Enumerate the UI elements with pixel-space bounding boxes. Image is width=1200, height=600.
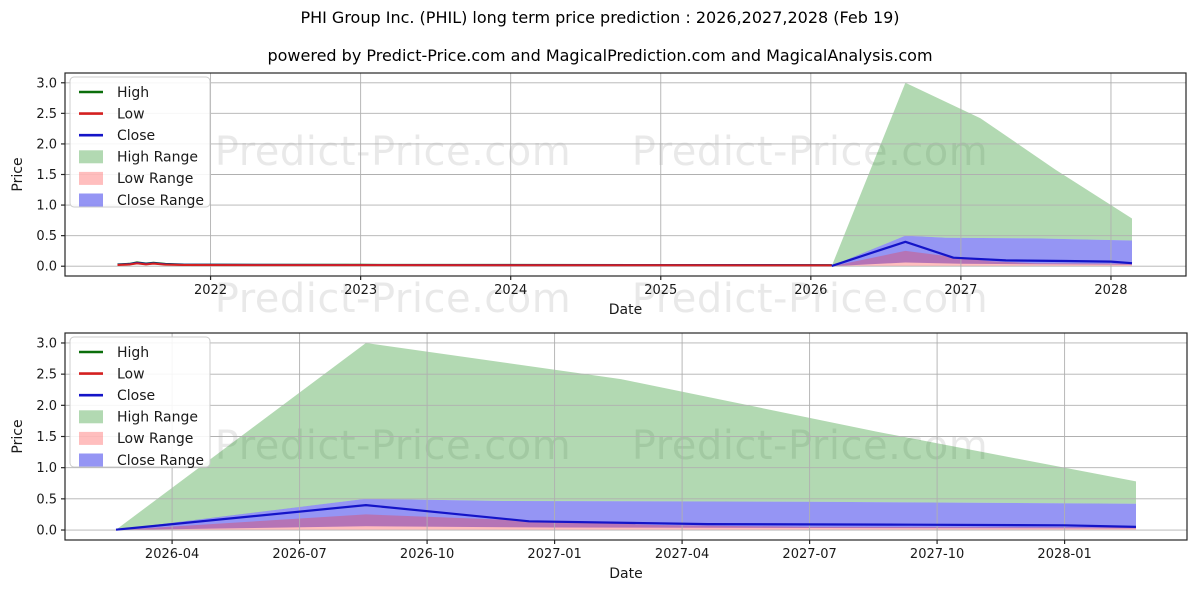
y-tick-label: 2.5 bbox=[36, 368, 57, 383]
legend-label: Low Range bbox=[117, 171, 193, 187]
x-tick-label: 2028 bbox=[1094, 283, 1127, 298]
band-low-range bbox=[116, 514, 1136, 530]
y-tick-label: 3.0 bbox=[36, 76, 57, 91]
y-tick-label: 1.5 bbox=[36, 430, 57, 445]
prediction-close-line bbox=[115, 504, 1137, 531]
prediction-close-line bbox=[831, 240, 1133, 267]
y-axis-label: Price bbox=[10, 419, 26, 453]
x-tick-label: 2027 bbox=[944, 283, 977, 298]
legend-label: Low bbox=[117, 366, 145, 382]
y-tick-label: 3.0 bbox=[36, 336, 57, 351]
y-tick-label: 1.5 bbox=[36, 168, 57, 183]
watermark-text: Predict-Price.com bbox=[214, 129, 572, 175]
x-tick-label: 2023 bbox=[344, 283, 377, 298]
legend-label: High Range bbox=[117, 150, 198, 166]
y-tick-label: 2.5 bbox=[36, 107, 57, 122]
y-tick-label: 0.0 bbox=[36, 524, 57, 539]
band-low-range bbox=[831, 250, 1132, 267]
legend-box bbox=[69, 336, 211, 468]
x-axis-label: Date bbox=[609, 566, 642, 582]
legend-swatch-patch bbox=[79, 431, 103, 445]
x-tick-label: 2022 bbox=[194, 283, 227, 298]
legend-label: Close Range bbox=[117, 193, 204, 209]
price-prediction-detail-chart: 2026-04 2026-07 2026-10 2027-01 2027-04 2027-… bbox=[10, 332, 1188, 582]
legend-swatch-patch bbox=[79, 193, 103, 207]
y-axis-label: Price bbox=[10, 157, 26, 191]
legend-label: High bbox=[117, 85, 149, 101]
legend-label: High bbox=[117, 345, 149, 361]
legend-swatch-patch bbox=[79, 410, 103, 424]
page-subtitle: powered by Predict-Price.com and Magical… bbox=[267, 46, 933, 65]
x-tick-label: 2026-10 bbox=[400, 547, 454, 562]
x-tick-label: 2025 bbox=[644, 283, 677, 298]
x-tick-label: 2026 bbox=[794, 283, 827, 298]
legend-swatch-patch bbox=[79, 171, 103, 185]
x-tick-label: 2027-01 bbox=[527, 547, 581, 562]
y-tick-label: 1.0 bbox=[36, 461, 57, 476]
legend-label: High Range bbox=[117, 410, 198, 426]
historical-low-line bbox=[117, 262, 832, 267]
price-history-chart: 2022 2023 2024 2025 2026 2027 2028 0.0 0.5 1.0 1.5… bbox=[10, 72, 1187, 318]
legend-label: Close bbox=[117, 388, 155, 404]
y-tick-label: 2.0 bbox=[36, 137, 57, 152]
y-tick-label: 0.5 bbox=[36, 229, 57, 244]
watermark-text: Predict-Price.com bbox=[214, 276, 572, 322]
x-tick-label: 2027-04 bbox=[655, 547, 709, 562]
legend-swatch-patch bbox=[79, 150, 103, 164]
legend-label: Low Range bbox=[117, 431, 193, 447]
x-axis-label: Date bbox=[609, 302, 642, 318]
watermark-text: Predict-Price.com bbox=[631, 129, 989, 175]
legend-swatch-patch bbox=[79, 453, 103, 467]
legend-label: Low bbox=[117, 106, 145, 122]
x-tick-label: 2026-04 bbox=[145, 547, 199, 562]
x-tick-label: 2024 bbox=[494, 283, 527, 298]
legend-box bbox=[69, 76, 211, 208]
x-tick-label: 2027-07 bbox=[782, 547, 836, 562]
x-tick-label: 2026-07 bbox=[272, 547, 326, 562]
watermark-text: Predict-Price.com bbox=[631, 276, 989, 322]
x-tick-label: 2027-10 bbox=[910, 547, 964, 562]
y-tick-label: 0.0 bbox=[36, 260, 57, 275]
legend-label: Close Range bbox=[117, 453, 204, 469]
legend-label: Close bbox=[117, 128, 155, 144]
x-tick-label: 2028-01 bbox=[1037, 547, 1091, 562]
page-title: PHI Group Inc. (PHIL) long term price pr… bbox=[300, 8, 900, 27]
y-tick-label: 2.0 bbox=[36, 399, 57, 414]
watermark-text: Predict-Price.com bbox=[215, 423, 571, 469]
y-tick-label: 0.5 bbox=[36, 492, 57, 507]
y-tick-label: 1.0 bbox=[36, 199, 57, 214]
